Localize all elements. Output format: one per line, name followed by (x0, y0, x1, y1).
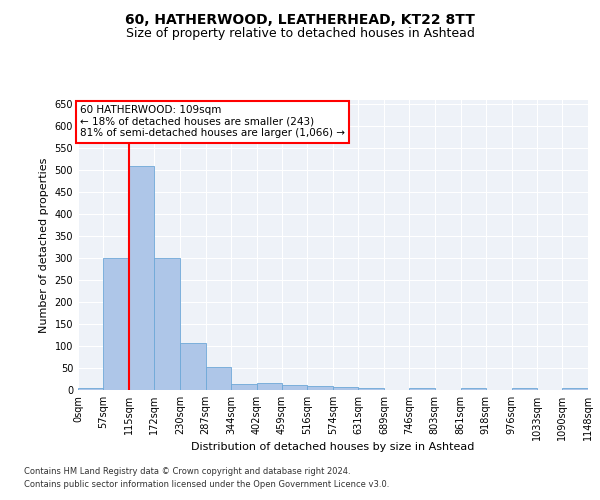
Bar (461, 388, 486, 390)
Bar (180, 343, 205, 390)
Text: Contains HM Land Registry data © Crown copyright and database right 2024.: Contains HM Land Registry data © Crown c… (24, 467, 350, 476)
Bar (103, 258, 129, 390)
Y-axis label: Number of detached properties: Number of detached properties (39, 158, 49, 332)
Bar (512, 388, 537, 390)
Text: 60 HATHERWOOD: 109sqm
← 18% of detached houses are smaller (243)
81% of semi-det: 60 HATHERWOOD: 109sqm ← 18% of detached … (80, 106, 345, 138)
Bar (409, 388, 435, 390)
Text: Size of property relative to detached houses in Ashtead: Size of property relative to detached ho… (125, 28, 475, 40)
Bar (257, 384, 282, 390)
Bar (307, 386, 333, 390)
Bar (205, 366, 231, 390)
Text: 60, HATHERWOOD, LEATHERHEAD, KT22 8TT: 60, HATHERWOOD, LEATHERHEAD, KT22 8TT (125, 12, 475, 26)
Text: Contains public sector information licensed under the Open Government Licence v3: Contains public sector information licen… (24, 480, 389, 489)
Bar (129, 166, 154, 390)
Bar (282, 384, 307, 390)
Bar (231, 384, 257, 390)
Bar (78, 388, 103, 390)
Bar (154, 258, 180, 390)
Text: Distribution of detached houses by size in Ashtead: Distribution of detached houses by size … (191, 442, 475, 452)
Bar (562, 388, 588, 390)
Bar (358, 388, 384, 390)
Bar (333, 388, 358, 390)
